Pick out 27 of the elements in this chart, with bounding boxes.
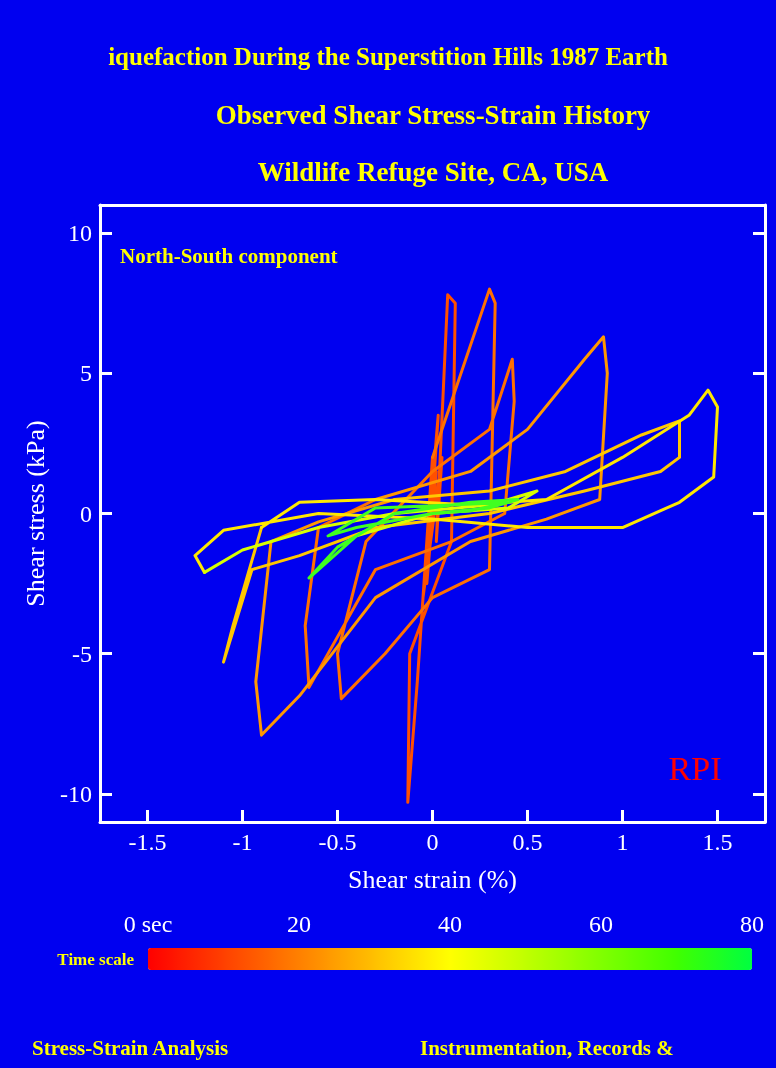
annotation: North-South component	[120, 244, 338, 268]
y-tick-label: -5	[72, 640, 92, 667]
color-bar-label: 0 sec	[123, 911, 173, 937]
color-bar-label: 80	[740, 911, 764, 937]
y-axis-title: Shear stress (kPa)	[20, 420, 50, 607]
chart-title: iquefaction During the Superstition Hills 1987 Earth	[108, 42, 668, 70]
y-tick-label: 5	[80, 360, 92, 387]
x-tick-label: 0.5	[512, 829, 543, 855]
color-bar-title: Time scale	[57, 949, 135, 969]
text: Stress-Strain Analysis	[32, 1036, 229, 1060]
chart-subtitle: Observed Shear Stress-Strain History	[215, 100, 651, 130]
text: Wildlife Refuge Site, CA, USA	[257, 157, 609, 187]
x-tick-label: -1	[232, 829, 253, 855]
x-tick-label: -1.5	[128, 829, 167, 855]
x-tick-label: 0	[426, 829, 439, 855]
x-tick-label: 1.5	[702, 829, 733, 855]
text: Instrumentation, Records &	[420, 1036, 674, 1060]
y-tick-label: 0	[80, 500, 92, 527]
x-tick-label: -0.5	[318, 829, 357, 855]
color-bar-label: 60	[589, 911, 613, 937]
y-tick-label: 10	[68, 220, 92, 247]
x-tick-label: 1	[616, 829, 629, 855]
color-bar-label: 40	[438, 911, 462, 937]
color-bar-label: 20	[287, 911, 311, 937]
y-tick-label: -10	[60, 780, 92, 807]
x-axis-title: Shear strain (%)	[348, 864, 517, 894]
annotation: RPI	[668, 749, 722, 787]
